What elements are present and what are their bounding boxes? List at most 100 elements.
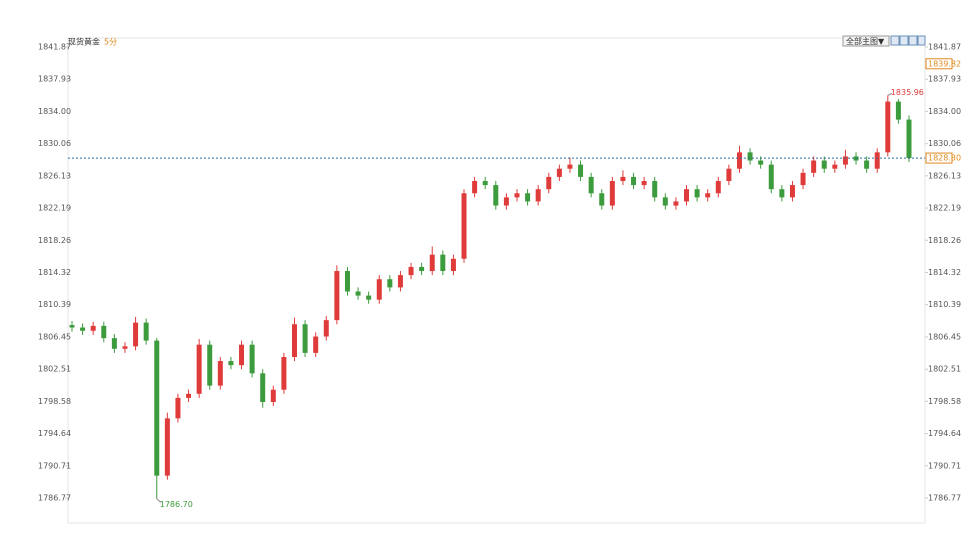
y-tick-label: 1834.00	[38, 107, 71, 116]
candle-body	[620, 176, 626, 181]
candle-body	[736, 152, 742, 169]
candle-body	[228, 361, 234, 366]
y2-tick-label: 1790.71	[928, 461, 961, 470]
candle-body	[599, 193, 605, 206]
candle-body	[387, 279, 393, 288]
candle-body	[758, 160, 764, 165]
y2-tick-label: 1818.26	[928, 236, 961, 245]
candle-body	[726, 168, 732, 181]
candle-body	[821, 160, 827, 169]
candle-body	[684, 189, 690, 202]
candle-body	[673, 201, 679, 206]
tool-button[interactable]	[908, 35, 918, 46]
candle-body	[652, 180, 658, 198]
candle-body	[546, 176, 552, 190]
candle-body	[344, 271, 350, 292]
candle-body	[313, 336, 319, 353]
y2-tick-label: 1822.19	[928, 204, 961, 213]
candle-body	[662, 197, 668, 206]
candle-body	[111, 338, 117, 349]
price-tag	[925, 152, 953, 164]
extreme-label: 1835.96	[891, 88, 924, 97]
y2-tick-label: 1794.64	[928, 429, 961, 438]
candle-body	[715, 180, 721, 194]
candle-body	[366, 295, 372, 300]
y-tick-label: 1830.06	[38, 139, 71, 148]
candle-body	[747, 152, 753, 161]
candle-body	[281, 356, 287, 390]
extreme-label: 1786.70	[160, 500, 193, 509]
y-tick-label: 1814.32	[38, 268, 71, 277]
candle-body	[450, 258, 456, 272]
tool-button[interactable]	[899, 35, 909, 46]
y-tick-label: 1806.45	[38, 332, 71, 341]
candle-body	[493, 185, 499, 206]
y-tick-label: 1786.77	[38, 494, 71, 503]
candle-body	[175, 397, 181, 419]
y-tick-label: 1794.64	[38, 429, 71, 438]
tool-button[interactable]	[890, 35, 900, 46]
chart-title: 现货黄金	[68, 37, 100, 47]
candle-body	[291, 324, 297, 357]
y2-tick-label: 1814.32	[928, 268, 961, 277]
candle-body	[143, 322, 149, 341]
y2-tick-label: 1830.06	[928, 139, 961, 148]
plot-frame	[67, 37, 926, 524]
menu-label[interactable]: 全部主图▼	[846, 36, 885, 46]
extreme-pointer	[887, 92, 893, 96]
y-tick-label: 1802.51	[38, 365, 71, 374]
candle-body	[154, 340, 160, 476]
y-tick-label: 1818.26	[38, 236, 71, 245]
candle-body	[705, 193, 711, 198]
y-tick-label: 1826.13	[38, 171, 71, 180]
y2-tick-label: 1798.58	[928, 397, 961, 406]
candle-body	[90, 325, 96, 331]
candle-body	[429, 254, 435, 272]
candle-body	[440, 254, 446, 272]
candle-body	[535, 189, 541, 202]
candle-body	[514, 193, 520, 198]
candle-body	[260, 373, 266, 402]
y-tick-label: 1798.58	[38, 397, 71, 406]
y2-tick-label: 1841.87	[928, 43, 961, 52]
y2-tick-label: 1806.45	[928, 332, 961, 341]
candle-body	[408, 266, 414, 276]
candle-body	[419, 266, 425, 272]
y-tick-label: 1841.87	[38, 43, 71, 52]
candle-body	[355, 291, 361, 296]
candle-body	[80, 327, 86, 331]
tool-button[interactable]	[917, 35, 926, 46]
y2-tick-label: 1834.00	[928, 107, 961, 116]
candle-body	[609, 180, 615, 206]
candle-body	[895, 101, 901, 120]
candle-body	[789, 185, 795, 198]
price-label: 1839.82	[928, 59, 961, 68]
candle-body	[641, 180, 647, 186]
candle-body	[694, 189, 700, 198]
candle-body	[334, 271, 340, 321]
candle-body	[588, 176, 594, 194]
candle-body	[556, 168, 562, 177]
y2-tick-label: 1826.13	[928, 171, 961, 180]
candle-body	[122, 346, 128, 349]
candle-body	[578, 164, 584, 177]
candle-body	[832, 164, 838, 169]
y-tick-label: 1822.19	[38, 204, 71, 213]
y2-tick-label: 1786.77	[928, 494, 961, 503]
candle-body	[217, 361, 223, 386]
period[interactable]: 5分	[104, 38, 117, 47]
candle-body	[503, 197, 509, 206]
candle-body	[461, 193, 467, 259]
price-label: 1828.30	[928, 154, 961, 163]
candle-body	[768, 164, 774, 190]
price-tag	[925, 58, 953, 70]
y-tick-label: 1810.39	[38, 300, 71, 309]
candle-body	[207, 344, 213, 386]
y2-tick-label: 1802.51	[928, 365, 961, 374]
menu-button[interactable]	[842, 35, 890, 47]
candle-body	[376, 279, 382, 300]
candle-body	[567, 164, 573, 169]
